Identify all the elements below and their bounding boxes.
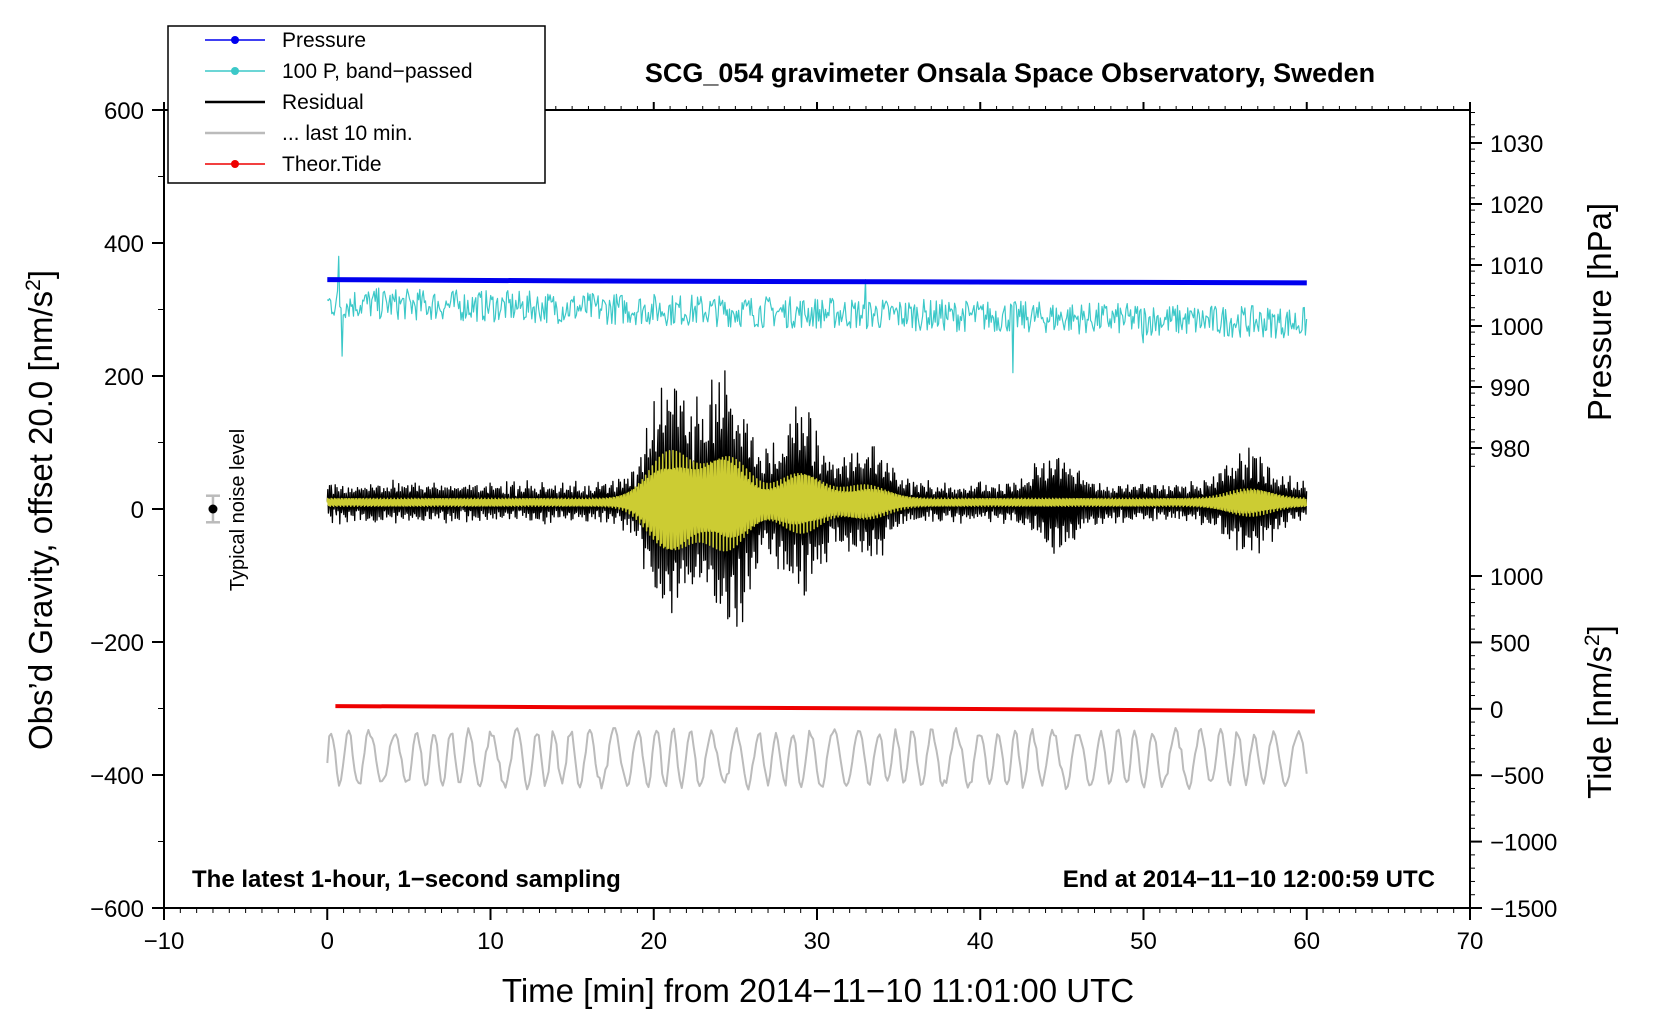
tide-tick-label: −1500 bbox=[1490, 896, 1557, 923]
x-tick-label: −10 bbox=[144, 928, 185, 955]
y-tick-label: 200 bbox=[104, 364, 144, 391]
tide-axis-title: Tide [nm/s2] bbox=[1581, 625, 1618, 799]
legend-label: 100 P, band−passed bbox=[282, 60, 473, 83]
chart-title: SCG_054 gravimeter Onsala Space Observat… bbox=[645, 58, 1375, 88]
note-left: The latest 1-hour, 1−second sampling bbox=[192, 866, 621, 893]
y-tick-label: 600 bbox=[104, 98, 144, 125]
pressure-tick-label: 990 bbox=[1490, 375, 1530, 402]
y-tick-label: 0 bbox=[131, 497, 144, 524]
y-tick-label: 400 bbox=[104, 231, 144, 258]
legend-swatch-marker bbox=[231, 36, 239, 44]
pressure-axis-title: Pressure [hPa] bbox=[1581, 203, 1618, 421]
note-right: End at 2014−11−10 12:00:59 UTC bbox=[1063, 866, 1435, 893]
x-tick-label: 10 bbox=[477, 928, 504, 955]
x-tick-label: 0 bbox=[321, 928, 334, 955]
x-tick-label: 60 bbox=[1293, 928, 1320, 955]
pressure-tick-label: 1030 bbox=[1490, 131, 1543, 158]
legend-label: Residual bbox=[282, 91, 364, 114]
x-axis-title: Time [min] from 2014−11−10 11:01:00 UTC bbox=[502, 972, 1134, 1009]
x-tick-label: 70 bbox=[1457, 928, 1484, 955]
pressure-trace bbox=[327, 277, 1307, 286]
tide-tick-label: 0 bbox=[1490, 697, 1503, 724]
tide-tick-label: −1000 bbox=[1490, 830, 1557, 857]
pressure-tick-label: 1020 bbox=[1490, 192, 1543, 219]
pressure-tick-label: 980 bbox=[1490, 436, 1530, 463]
x-tick-label: 50 bbox=[1130, 928, 1157, 955]
noise-point bbox=[208, 504, 218, 514]
x-tick-label: 30 bbox=[804, 928, 831, 955]
noise-label: Typical noise level bbox=[227, 429, 249, 591]
legend-label: ... last 10 min. bbox=[282, 122, 413, 145]
legend-swatch-marker bbox=[231, 160, 239, 168]
legend-box bbox=[167, 25, 546, 184]
band-passed-pressure-trace bbox=[326, 255, 1308, 374]
x-tick-label: 20 bbox=[640, 928, 667, 955]
tide-tick-label: 1000 bbox=[1490, 564, 1543, 591]
y-tick-label: −200 bbox=[90, 630, 144, 657]
yellow-trace bbox=[326, 449, 1308, 552]
pressure-tick-label: 1010 bbox=[1490, 253, 1543, 280]
axes-layer: −10 0 10 20 30 40 50 60 70−600−400−2000200400600… bbox=[90, 98, 1557, 955]
x-tick-label: 40 bbox=[967, 928, 994, 955]
y-tick-label: −600 bbox=[90, 896, 144, 923]
low-frequency-trace bbox=[326, 727, 1308, 791]
legend: Pressure 100 P, band−passed Residual ... la… bbox=[167, 25, 546, 184]
y-tick-label: −400 bbox=[90, 763, 144, 790]
legend-label: Pressure bbox=[282, 29, 366, 52]
noise-marker bbox=[205, 494, 220, 524]
tide-trace bbox=[335, 704, 1315, 714]
legend-label: Theor.Tide bbox=[282, 153, 382, 176]
pressure-tick-label: 1000 bbox=[1490, 314, 1543, 341]
legend-swatch-marker bbox=[231, 67, 239, 75]
series-layer bbox=[326, 255, 1315, 791]
tide-tick-label: 500 bbox=[1490, 630, 1530, 657]
tide-tick-label: −500 bbox=[1490, 763, 1544, 790]
left-axis-title: Obs’d Gravity, offset 20.0 [nm/s2] bbox=[22, 270, 59, 750]
